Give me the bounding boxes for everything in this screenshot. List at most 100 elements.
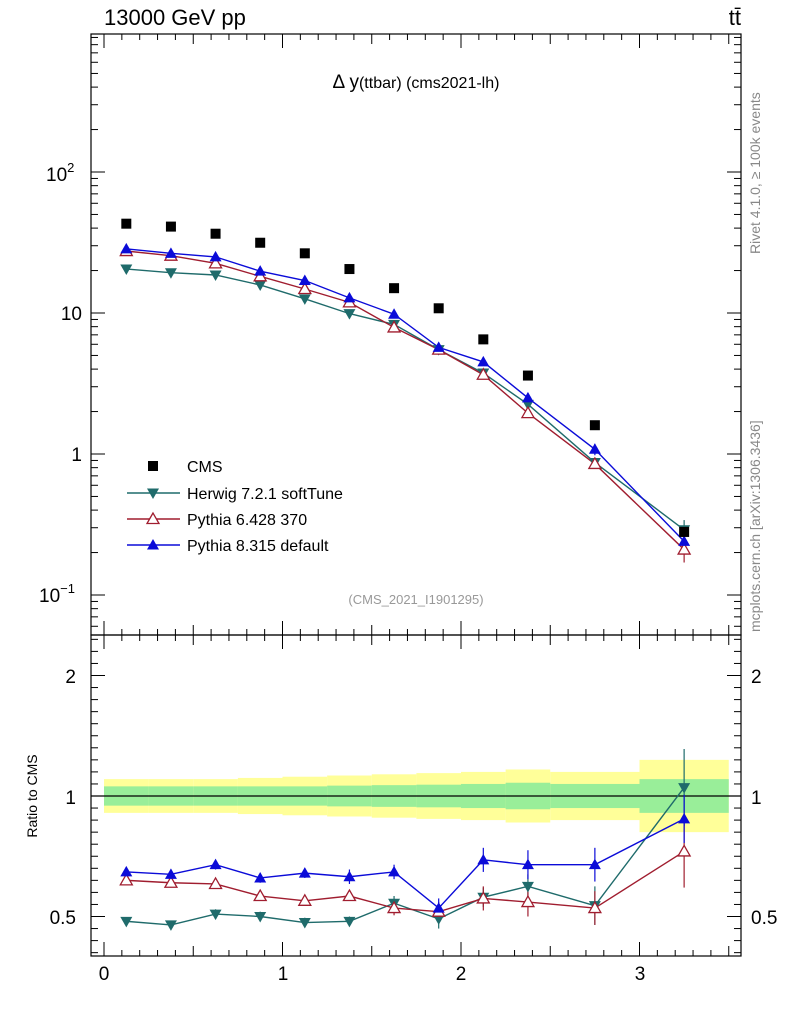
point-herwig-7-2-1-softtune: [254, 280, 267, 291]
point-pythia-8-315-default: [120, 242, 133, 254]
ratio-point-herwig-7-2-1-softtune: [164, 920, 177, 931]
ratio-point-pythia-8-315-default: [521, 858, 534, 870]
point-cms: [679, 526, 690, 537]
mcplots-url-label: mcplots.cern.ch [arXiv:1306.3436]: [747, 420, 763, 632]
ratio-point-herwig-7-2-1-softtune: [343, 916, 356, 928]
point-cms: [255, 237, 266, 248]
point-pythia-8-315-default: [164, 247, 177, 258]
legend-label-pythia8: Pythia 8.315 default: [187, 538, 329, 555]
ratio-point-herwig-7-2-1-softtune: [254, 912, 267, 923]
ratio-axis-label: Ratio to CMS: [24, 754, 40, 837]
y-tick-label-1: 1: [71, 445, 82, 466]
plot-title-detail: (ttbar) (cms2021-lh): [359, 75, 499, 92]
process-label: tt̄: [729, 5, 741, 30]
point-pythia-6-428-370: [677, 542, 692, 555]
point-herwig-7-2-1-softtune: [164, 268, 177, 279]
ratio-panel-data: [119, 749, 692, 931]
point-pythia-8-315-default: [209, 250, 222, 262]
legend-label-herwig: Herwig 7.2.1 softTune: [187, 486, 343, 503]
ratio-y-tick-label-2: 2: [65, 667, 76, 688]
y-tick-label-10: 10: [61, 304, 82, 325]
y-tick-label-100: 102: [46, 160, 74, 186]
legend: [127, 461, 180, 550]
ratio-uncertainty-band: [91, 759, 741, 833]
point-cms: [433, 303, 444, 314]
point-cms: [299, 248, 310, 259]
point-herwig-7-2-1-softtune: [120, 264, 133, 276]
main-panel-data: [119, 218, 692, 563]
series-line-pythia-6-428-370: [126, 250, 685, 551]
ratio-y-tick-label-0.5: 0.5: [50, 908, 76, 929]
point-cms: [522, 370, 533, 381]
plot-title-variable: Δ y: [333, 72, 360, 93]
ratio-point-herwig-7-2-1-softtune: [521, 881, 534, 893]
ratio-point-pythia-6-428-370: [119, 873, 134, 886]
ratio-point-herwig-7-2-1-softtune: [209, 909, 222, 921]
ratio-point-pythia-6-428-370: [163, 875, 179, 888]
ratio-line-pythia-8-315-default: [126, 818, 685, 910]
series-line-pythia-8-315-default: [126, 248, 685, 542]
ratio-point-pythia-6-428-370: [342, 888, 357, 902]
point-cms: [478, 334, 489, 345]
axis-ticks: [91, 34, 741, 956]
rivet-version-label: Rivet 4.1.0, ≥ 100k events: [747, 92, 763, 254]
ratio-point-pythia-8-315-default: [343, 870, 356, 882]
x-tick-label-2: 2: [456, 964, 467, 985]
energy-label: 13000 GeV pp: [104, 5, 246, 30]
ratio-point-pythia-8-315-default: [164, 868, 177, 879]
point-cms: [210, 228, 221, 239]
analysis-label: (CMS_2021_I1901295): [348, 592, 483, 607]
point-pythia-8-315-default: [298, 274, 311, 286]
point-pythia-6-428-370: [476, 367, 491, 380]
legend-label-cms: CMS: [187, 459, 223, 476]
ratio-point-pythia-6-428-370: [587, 900, 602, 914]
ratio-point-pythia-8-315-default: [477, 853, 490, 865]
point-herwig-7-2-1-softtune: [209, 270, 222, 281]
ratio-y-tick-label-2-right: 2: [751, 667, 762, 688]
point-cms: [389, 283, 400, 294]
point-pythia-8-315-default: [343, 291, 356, 303]
legend-marker-pythia-8-315-default: [147, 539, 159, 550]
point-pythia-8-315-default: [432, 341, 445, 352]
point-cms: [589, 420, 600, 431]
ratio-line-herwig-7-2-1-softtune: [126, 787, 685, 926]
legend-marker-herwig-7-2-1-softtune: [147, 488, 159, 499]
point-herwig-7-2-1-softtune: [521, 399, 534, 411]
point-pythia-8-315-default: [521, 391, 534, 403]
ratio-point-pythia-8-315-default: [298, 867, 311, 878]
x-tick-label-1: 1: [278, 964, 289, 985]
point-pythia-6-428-370: [297, 281, 312, 295]
point-pythia-8-315-default: [388, 308, 401, 319]
point-pythia-8-315-default: [678, 535, 691, 546]
y-tick-label-0.1: 10−1: [39, 581, 75, 607]
ratio-y-tick-label-0.5-right: 0.5: [751, 908, 777, 929]
point-herwig-7-2-1-softtune: [343, 309, 356, 320]
point-pythia-6-428-370: [587, 456, 602, 470]
point-pythia-6-428-370: [520, 405, 536, 419]
ratio-point-pythia-8-315-default: [388, 865, 401, 877]
ratio-point-herwig-7-2-1-softtune: [678, 783, 691, 794]
point-pythia-8-315-default: [477, 355, 490, 367]
ratio-point-herwig-7-2-1-softtune: [298, 918, 311, 929]
x-tick-label-3: 3: [635, 964, 646, 985]
ratio-y-tick-label-1-right: 1: [751, 788, 762, 809]
ratio-point-pythia-8-315-default: [254, 871, 267, 883]
series-line-herwig-7-2-1-softtune: [126, 268, 685, 531]
legend-marker-cms: [148, 461, 158, 471]
point-pythia-8-315-default: [588, 443, 601, 454]
point-cms: [165, 221, 176, 232]
ratio-point-pythia-8-315-default: [588, 858, 601, 870]
ratio-line-pythia-6-428-370: [126, 850, 685, 913]
point-cms: [344, 264, 355, 275]
ratio-y-tick-label-1: 1: [65, 788, 76, 809]
x-tick-label-0: 0: [99, 964, 110, 985]
ratio-point-pythia-6-428-370: [386, 900, 402, 914]
point-pythia-6-428-370: [386, 320, 402, 333]
point-pythia-6-428-370: [208, 256, 223, 269]
ratio-point-pythia-6-428-370: [476, 891, 491, 904]
ratio-point-pythia-6-428-370: [520, 894, 536, 908]
ratio-point-pythia-8-315-default: [432, 902, 445, 913]
ratio-point-pythia-8-315-default: [120, 865, 133, 877]
